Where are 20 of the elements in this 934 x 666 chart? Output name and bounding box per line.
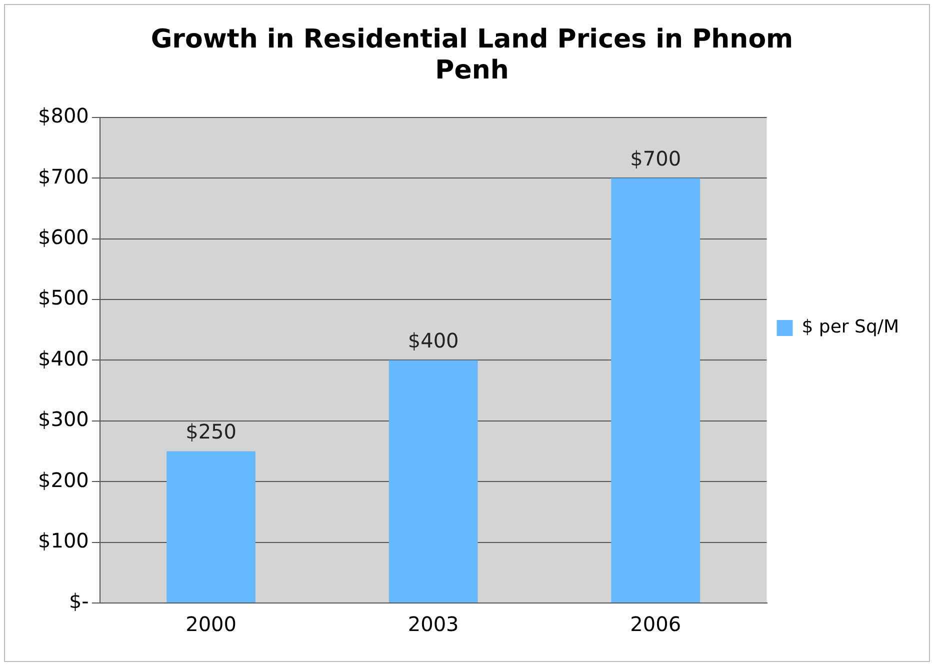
y-tick-label: $400 [38,346,89,370]
y-tick-label: $800 [38,104,89,128]
y-tick-label: $100 [38,528,89,553]
legend-label: $ per Sq/M [802,316,900,338]
y-tick-label: $500 [38,286,89,310]
data-label: $400 [408,328,459,352]
data-label: $700 [630,146,682,170]
data-label: $250 [186,419,236,444]
x-tick-label: 2006 [630,612,682,636]
bar [388,360,478,602]
chart-title: Growth in Residential Land Prices in Phnom Penh [150,24,794,86]
x-tick-label: 2000 [186,612,236,636]
y-tick-label: $200 [38,468,89,492]
x-tick-label: 2003 [408,612,459,636]
bar [611,178,700,602]
y-tick-label: $- [68,589,89,614]
y-tick-label: $700 [38,164,89,188]
y-tick-label: $600 [38,225,89,250]
y-tick-label: $300 [38,407,89,432]
bar [166,451,256,602]
